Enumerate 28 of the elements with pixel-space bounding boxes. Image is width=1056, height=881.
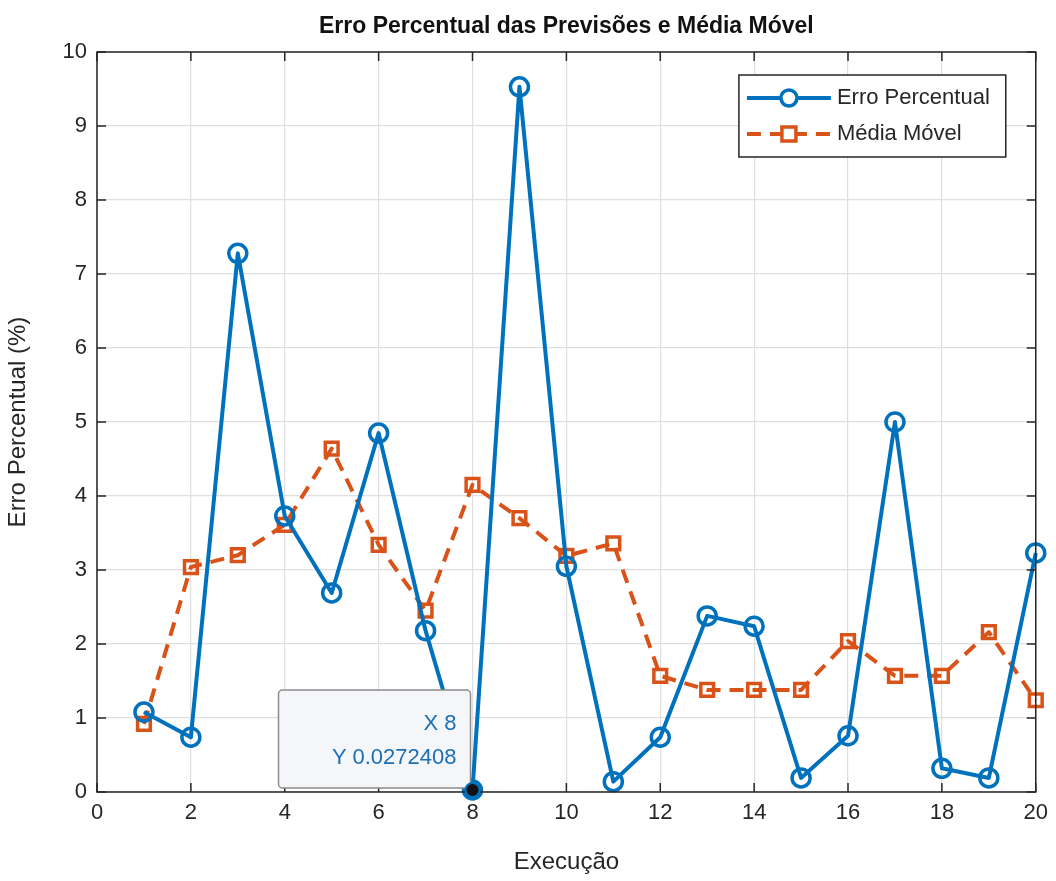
x-tick-label: 6 (372, 799, 385, 825)
chart-title: Erro Percentual das Previsões e Média Móvel (319, 12, 814, 39)
legend-label: Média Móvel (836, 120, 962, 146)
y-tick-label: 2 (74, 630, 87, 656)
y-tick-label: 9 (74, 112, 87, 138)
x-tick-label: 0 (90, 799, 104, 825)
x-tick-label: 8 (466, 799, 479, 825)
y-tick-label: 6 (74, 334, 87, 360)
x-tick-label: 18 (929, 799, 955, 825)
x-tick-label: 14 (741, 799, 767, 825)
x-axis-title: Execução (513, 847, 620, 875)
y-tick-label: 3 (74, 556, 87, 582)
x-tick-label: 20 (1023, 799, 1049, 825)
y-tick-label: 0 (74, 778, 87, 804)
y-tick-label: 5 (74, 408, 87, 434)
y-axis-title: Erro Percentual (%) (3, 316, 31, 528)
x-tick-label: 2 (184, 799, 197, 825)
x-tick-label: 16 (835, 799, 861, 825)
y-tick-label: 10 (62, 38, 87, 64)
x-tick-label: 4 (278, 799, 291, 825)
legend-label: Erro Percentual (836, 84, 990, 110)
y-tick-label: 7 (74, 260, 87, 286)
annotation: X 8 Y 0.0272408 (332, 710, 457, 770)
y-tick-label: 1 (74, 704, 87, 730)
x-tick-label: 10 (554, 799, 579, 825)
y-tick-label: 4 (74, 482, 87, 508)
x-tick-label: 12 (648, 799, 673, 825)
y-tick-label: 8 (74, 186, 87, 212)
